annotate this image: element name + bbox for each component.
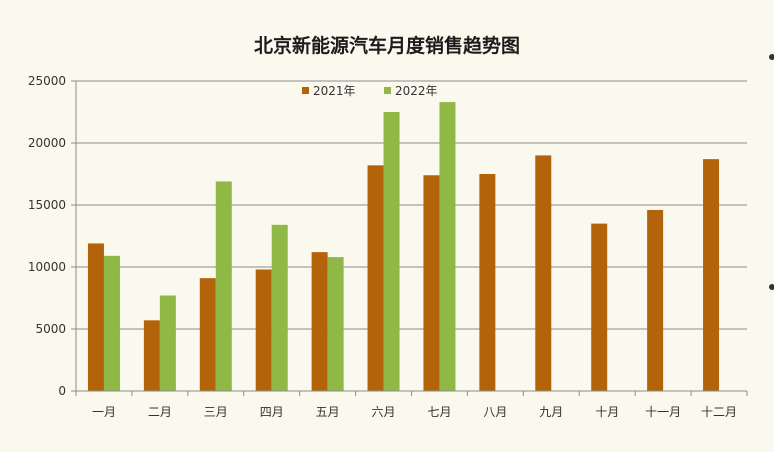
x-tick-label: 四月 [260,405,284,419]
x-tick-label: 十二月 [701,405,737,419]
y-tick-label: 5000 [35,322,66,336]
bar-series-1 [535,155,552,391]
gridlines [76,80,747,330]
x-tick-label: 六月 [372,405,396,419]
chart-title: 北京新能源汽车月度销售趋势图 [254,34,520,57]
bar-series-1 [87,243,104,391]
axes: 0 5000 10000 15000 20000 25000 一月 二月 三月 四月 五月 六月 七月 八… [28,74,748,419]
x-tick-label: 八月 [483,405,507,419]
x-tick-label: 一月 [92,405,116,419]
bar-series-1 [703,159,720,391]
decor-dot [769,54,774,60]
bar-series-2 [271,224,288,391]
bar-series-1 [423,175,440,391]
bar-series-1 [591,223,608,391]
bar-series-1 [647,209,664,391]
bar-series-2 [439,102,456,391]
x-tick-label: 五月 [316,405,340,419]
x-tick-label: 十月 [595,405,619,419]
decoration-layer [769,54,774,290]
bar-series-2 [215,181,232,391]
bar-series-2 [327,257,344,391]
x-tick-label: 七月 [427,405,451,419]
bar-series-1 [367,165,384,391]
x-tick-label: 九月 [539,405,563,419]
x-tick-label: 十一月 [645,405,681,419]
legend-label: 2022年 [395,84,438,98]
y-tick-label: 10000 [28,260,66,274]
bar-series-1 [479,174,496,391]
legend: 2021年 2022年 [302,84,438,98]
y-tick-label: 25000 [28,74,66,88]
bar-series-1 [199,278,216,391]
x-tick-label: 三月 [204,405,228,419]
y-tick-label: 15000 [28,198,66,212]
y-tick-label: 0 [58,384,66,398]
bar-series-1 [311,252,328,391]
y-tick-label: 20000 [28,136,66,150]
bar-series-1 [255,269,272,391]
legend-label: 2021年 [313,84,356,98]
bar-series-2 [383,112,400,391]
decor-dot [769,284,774,290]
bar-series-2 [159,295,176,391]
bar-series-2 [103,255,120,391]
legend-swatch [302,87,309,94]
x-tick-label: 二月 [148,405,172,419]
legend-swatch [384,87,391,94]
bar-series-1 [143,320,160,391]
bars [87,102,720,391]
